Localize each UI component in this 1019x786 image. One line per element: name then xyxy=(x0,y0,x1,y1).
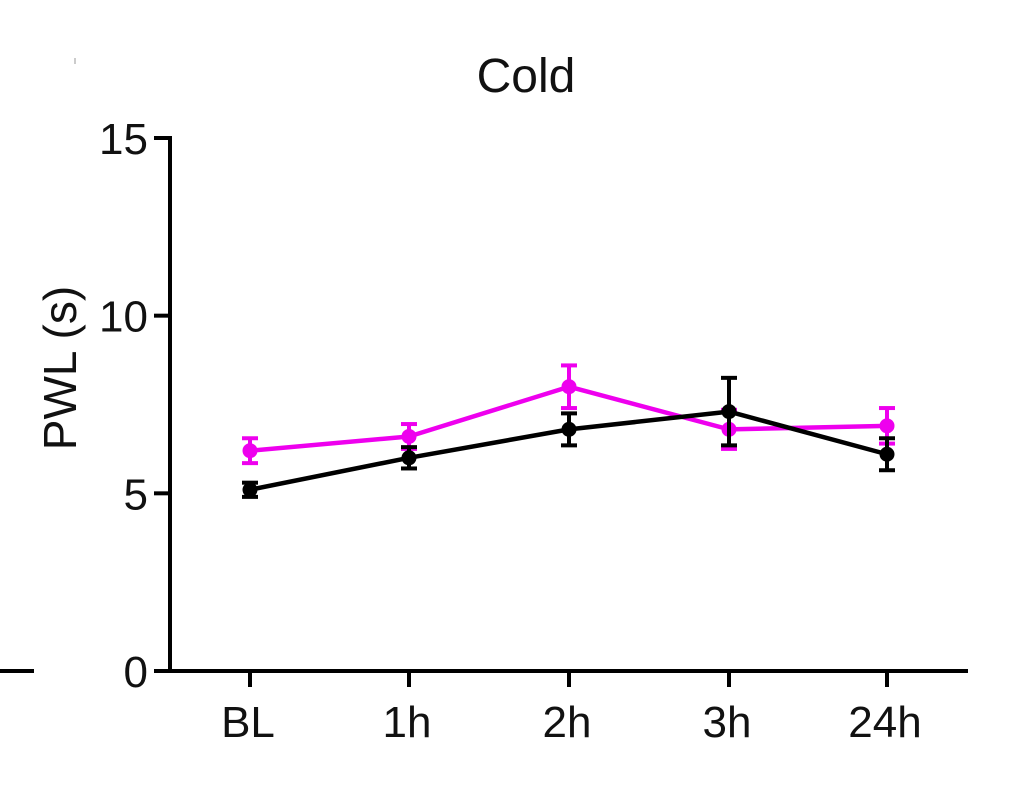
data-point xyxy=(879,418,895,434)
series-layer xyxy=(242,363,895,499)
y-axis-label: PWL (s) xyxy=(34,286,86,450)
series-1 xyxy=(242,375,895,499)
data-point xyxy=(561,379,577,395)
x-tick-label: 2h xyxy=(543,698,592,747)
x-tick-label: 3h xyxy=(703,698,752,747)
data-point xyxy=(401,428,417,444)
data-point xyxy=(561,421,577,437)
y-tick-label: 5 xyxy=(124,470,148,519)
x-tick-label: BL xyxy=(221,698,275,747)
y-tick-label: 0 xyxy=(124,648,148,697)
data-point xyxy=(242,482,258,498)
data-point xyxy=(879,446,895,462)
axes: 0 5 10 15 BL 1h 2h 3h 24h xyxy=(99,115,968,747)
series-0 xyxy=(242,363,895,466)
chart-title: Cold xyxy=(477,50,576,103)
y-tick-label: 10 xyxy=(99,293,148,342)
data-point xyxy=(401,450,417,466)
data-point xyxy=(721,404,737,420)
y-tick-label: 15 xyxy=(99,115,148,164)
data-point xyxy=(242,443,258,459)
x-tick-label: 1h xyxy=(383,698,432,747)
x-tick-label: 24h xyxy=(848,698,921,747)
